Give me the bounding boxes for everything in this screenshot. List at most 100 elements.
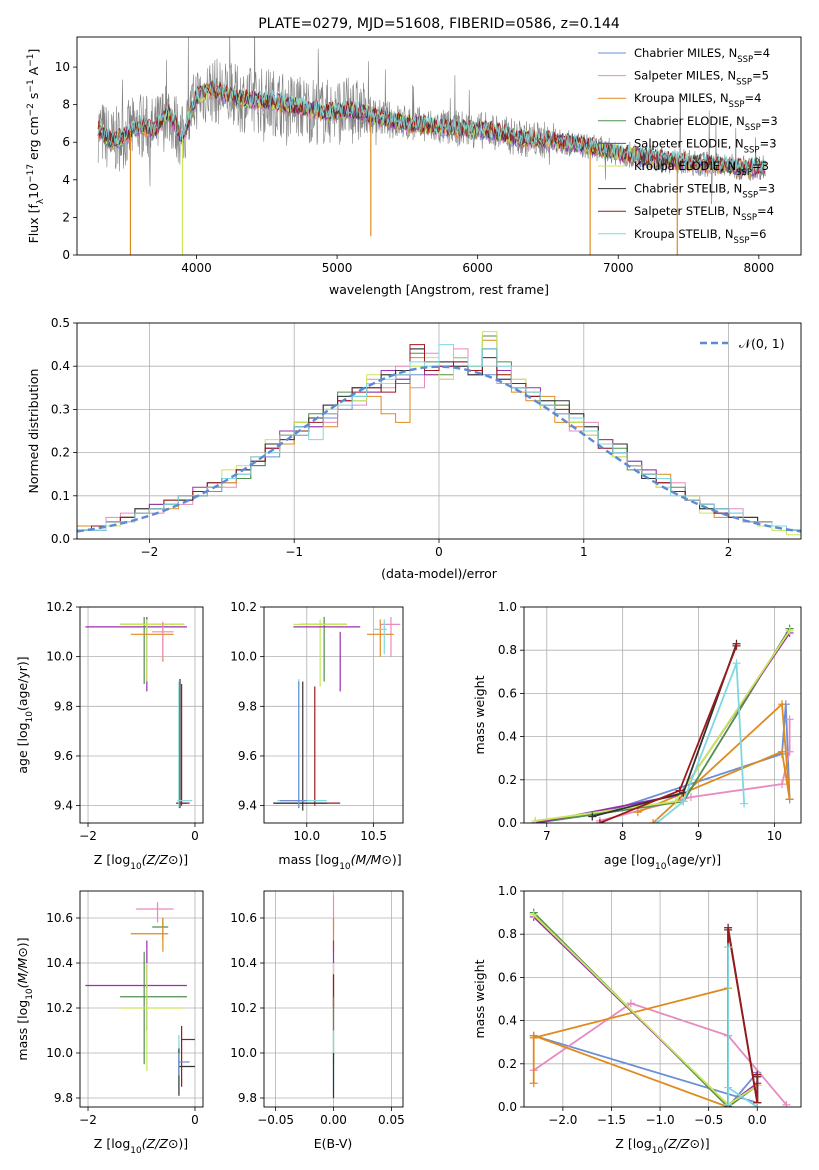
y-tick-label: 0.2 — [498, 773, 517, 787]
mass-weight-marker — [652, 819, 661, 823]
plot-area — [97, 37, 766, 255]
x-tick-label: 0.00 — [320, 1113, 347, 1127]
y-axis-label: Normed distribution — [26, 369, 41, 494]
mass-weight-marker — [724, 1083, 733, 1092]
legend-entry: Kroupa ELODIE, NSSP=3 — [634, 159, 769, 178]
y-tick-label: 9.8 — [54, 699, 73, 713]
legend-entry: Chabrier ELODIE, NSSP=3 — [634, 114, 778, 133]
y-tick-label: 0.8 — [498, 927, 517, 941]
y-tick-label: 10.2 — [230, 1001, 257, 1015]
y-tick-label: 0.3 — [51, 402, 70, 416]
x-axis-label: (data-model)/error — [381, 566, 498, 581]
legend-entry: Chabrier STELIB, NSSP=3 — [634, 182, 775, 201]
x-tick-label: 0 — [191, 829, 199, 843]
x-tick-label: −2 — [141, 545, 159, 559]
x-tick-label: −1 — [285, 545, 303, 559]
y-axis-label: mass weight — [472, 959, 487, 1038]
y-tick-label: 1.0 — [498, 600, 517, 614]
mass-weight-marker — [626, 999, 635, 1008]
mass-weight-marker — [724, 925, 733, 934]
panel-3: −2 0 9.4 9.6 9.8 10.0 10.2 — [46, 600, 204, 843]
axes-frame — [76, 322, 802, 540]
x-tick-label: 6000 — [462, 261, 493, 275]
legend-entry: Salpeter ELODIE, NSSP=3 — [634, 136, 777, 155]
plot-area — [85, 616, 193, 809]
panel-4: 10.0 10.5 9.4 9.6 9.8 10.0 10.2 — [230, 600, 404, 843]
model-spectrum — [97, 79, 766, 175]
mass-weight-marker — [686, 793, 695, 802]
y-axis-label: mass weight — [472, 675, 487, 754]
legend-entry: Kroupa MILES, NSSP=4 — [634, 91, 761, 110]
x-tick-label: −0.05 — [257, 1113, 294, 1127]
legend-entry: Chabrier MILES, NSSP=4 — [634, 46, 770, 65]
y-tick-label: 0.4 — [498, 1014, 517, 1028]
y-tick-label: 10.0 — [46, 1046, 73, 1060]
mass-weight-marker — [753, 1103, 762, 1107]
y-tick-label: 0.2 — [498, 1057, 517, 1071]
mass-weight-marker — [529, 910, 538, 919]
mass-weight-marker — [675, 786, 684, 795]
mass-weight-marker — [753, 1070, 762, 1079]
y-tick-label: 0.1 — [51, 489, 70, 503]
mass-weight-marker — [740, 799, 749, 808]
legend-entry: 𝒩(0, 1) — [739, 336, 785, 351]
mass-weight-marker — [649, 819, 658, 823]
y-tick-label: 0.2 — [51, 446, 70, 460]
y-tick-label: 0.4 — [498, 730, 517, 744]
y-tick-label: 10.4 — [46, 956, 73, 970]
x-axis-label: age [log10(age/yr)] — [604, 852, 721, 872]
x-tick-label: 9 — [695, 829, 703, 843]
x-axis-label: Z [log10(Z/Z⊙)] — [94, 1136, 188, 1156]
mass-weight-marker — [529, 1079, 538, 1088]
panel-2: −2 −1 0 1 2 0.0 0.1 0.2 0.3 0.4 0.5 — [51, 316, 802, 559]
x-axis-label: Z [log10(Z/Z⊙)] — [615, 1136, 709, 1156]
x-tick-label: 8000 — [744, 261, 775, 275]
y-tick-label: 0.5 — [51, 316, 70, 330]
plot-area — [531, 624, 794, 823]
mass-weight-line — [656, 662, 745, 823]
axes-frame — [263, 890, 404, 1108]
legend-entry: Kroupa STELIB, NSSP=6 — [634, 227, 766, 246]
y-tick-label: 10.0 — [46, 650, 73, 664]
mass-weight-marker — [529, 1033, 538, 1042]
y-tick-label: 0.0 — [498, 816, 517, 830]
x-tick-label: 4000 — [181, 261, 212, 275]
y-tick-label: 1.0 — [498, 884, 517, 898]
y-tick-label: 0 — [62, 248, 70, 262]
axes-frame — [76, 36, 802, 256]
mass-weight-marker — [595, 819, 604, 823]
mass-weight-marker — [671, 797, 680, 806]
axes-frame — [263, 606, 404, 824]
mass-weight-marker — [724, 1100, 733, 1107]
y-tick-label: 0.6 — [498, 686, 517, 700]
mass-weight-marker — [724, 943, 733, 952]
plot-area — [529, 908, 791, 1107]
y-tick-label: 9.6 — [238, 749, 257, 763]
panel-7: −0.05 0.00 0.05 9.8 10.0 10.2 10.4 10.6 — [230, 890, 405, 1127]
y-tick-label: 6 — [62, 135, 70, 149]
x-tick-label: 8 — [619, 829, 627, 843]
panel-1: 4000 5000 6000 7000 8000 0 2 4 6 8 10 — [55, 36, 802, 275]
plot-area — [273, 616, 401, 811]
axes-frame — [79, 606, 204, 824]
x-tick-label: 10.5 — [360, 829, 387, 843]
y-tick-label: 10.0 — [230, 650, 257, 664]
normal-curve — [77, 365, 801, 533]
y-tick-label: 9.8 — [238, 699, 257, 713]
y-tick-label: 0.6 — [498, 970, 517, 984]
chart-title: PLATE=0279, MJD=51608, FIBERID=0586, z=0… — [258, 16, 620, 32]
y-axis-label: mass [log10(M/M⊙)] — [15, 937, 35, 1060]
mass-weight-marker — [778, 700, 787, 709]
residual-histogram — [77, 344, 801, 531]
x-axis-label: mass [log10(M/M⊙)] — [278, 852, 401, 872]
x-tick-label: 1 — [580, 545, 588, 559]
mass-weight-marker — [778, 780, 787, 789]
y-tick-label: 10.2 — [46, 600, 73, 614]
y-tick-label: 10.2 — [230, 600, 257, 614]
x-tick-label: −2.0 — [548, 1113, 577, 1127]
x-tick-label: 10 — [767, 829, 782, 843]
x-tick-label: 5000 — [322, 261, 353, 275]
panel-5: 7 8 9 10 0.0 0.2 0.4 0.6 0.8 1.0 — [498, 600, 802, 843]
mass-weight-line — [532, 987, 729, 1107]
